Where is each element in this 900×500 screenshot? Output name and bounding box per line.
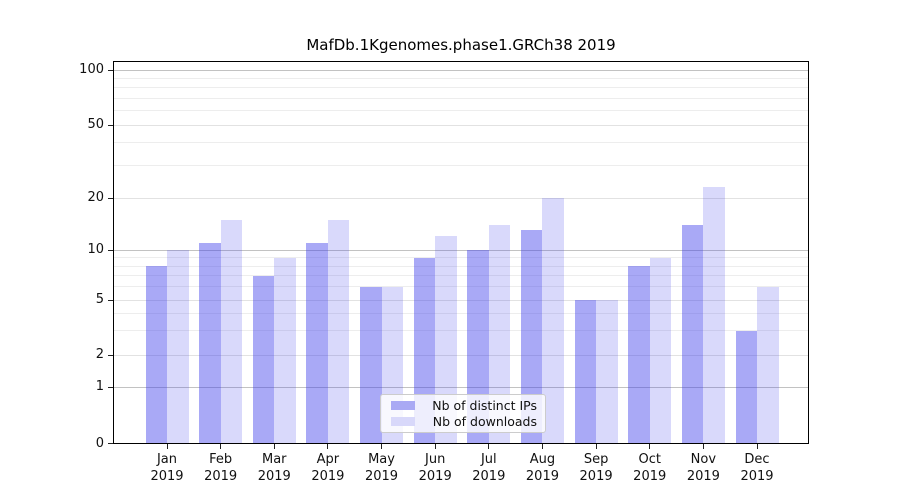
bar-ips-nov <box>681 224 704 444</box>
y-tick-label: 2 <box>95 347 104 362</box>
x-tick-mark <box>166 444 168 449</box>
y-tick-label: 50 <box>87 117 104 132</box>
x-tick-label: Apr 2019 <box>311 452 345 484</box>
y-tick-mark <box>108 197 113 199</box>
gridline-minor <box>113 124 809 126</box>
bar-downloads-jan <box>167 250 189 444</box>
gridline-minor <box>113 197 809 199</box>
legend-swatch-downloads <box>391 417 415 426</box>
y-tick-label: 5 <box>95 292 104 307</box>
bar-ips-dec <box>735 330 757 444</box>
bar-downloads-oct <box>649 257 672 444</box>
y-tick-mark <box>108 124 113 126</box>
x-tick-mark <box>381 444 383 449</box>
x-tick-mark <box>756 444 758 449</box>
legend-label-downloads: Nb of downloads <box>432 414 537 429</box>
x-tick-label: Jan 2019 <box>150 452 184 484</box>
bar-downloads-dec <box>757 286 779 444</box>
gridline-minor <box>113 87 809 89</box>
x-tick-mark <box>541 444 543 449</box>
y-tick-label: 10 <box>87 242 104 257</box>
y-tick-label: 100 <box>79 62 104 77</box>
gridline-minor <box>113 97 809 99</box>
gridline-minor <box>113 286 809 288</box>
bar-ips-oct <box>628 266 650 444</box>
bar-ips-aug <box>520 230 543 444</box>
x-tick-mark <box>702 444 704 449</box>
bar-downloads-mar <box>274 257 296 444</box>
chart-title: MafDb.1Kgenomes.phase1.GRCh38 2019 <box>306 36 616 54</box>
y-tick-mark <box>108 249 113 251</box>
bar-ips-jan <box>145 266 167 444</box>
bar-downloads-jul <box>488 224 511 444</box>
y-tick-mark <box>108 299 113 301</box>
gridline-minor <box>113 354 809 356</box>
y-tick-mark <box>108 69 113 71</box>
x-tick-label: Oct 2019 <box>633 452 667 484</box>
bar-downloads-aug <box>542 198 564 444</box>
bar-downloads-sep <box>596 300 618 444</box>
y-tick-mark <box>108 443 113 444</box>
gridline-major <box>113 69 809 71</box>
x-tick-mark <box>649 444 651 449</box>
gridline-minor <box>113 330 809 332</box>
x-tick-mark <box>273 444 275 449</box>
bar-downloads-feb <box>220 219 243 444</box>
bar-downloads-jun <box>435 236 457 444</box>
gridline-major <box>113 386 809 388</box>
gridline-minor <box>113 165 809 167</box>
gridline-minor <box>113 142 809 144</box>
x-tick-label: Jun 2019 <box>418 452 452 484</box>
legend-item-distinct-ips: Nb of distinct IPs <box>391 398 537 413</box>
bar-ips-apr <box>306 242 328 444</box>
gridline-minor <box>113 299 809 301</box>
x-tick-label: Jul 2019 <box>472 452 506 484</box>
gridline-minor <box>113 265 809 267</box>
bar-ips-feb <box>199 242 221 444</box>
gridline-major <box>113 249 809 251</box>
bar-downloads-apr <box>327 219 350 444</box>
y-tick-mark <box>108 386 113 388</box>
bar-ips-sep <box>574 300 597 444</box>
y-tick-label: 1 <box>95 379 104 394</box>
legend-label-distinct-ips: Nb of distinct IPs <box>432 398 537 413</box>
x-tick-mark <box>488 444 490 449</box>
y-tick-mark <box>108 354 113 356</box>
bar-downloads-nov <box>703 186 725 444</box>
x-tick-label: Dec 2019 <box>740 452 774 484</box>
legend-item-downloads: Nb of downloads <box>391 414 537 429</box>
gridline-minor <box>113 275 809 277</box>
bar-ips-may <box>360 286 382 444</box>
gridline-minor <box>113 110 809 112</box>
x-tick-mark <box>327 444 329 449</box>
x-tick-label: Aug 2019 <box>525 452 559 484</box>
x-tick-label: Sep 2019 <box>579 452 613 484</box>
x-tick-mark <box>220 444 222 449</box>
gridline-minor <box>113 77 809 79</box>
x-tick-label: Mar 2019 <box>257 452 291 484</box>
x-tick-label: Nov 2019 <box>686 452 720 484</box>
gridline-minor <box>113 257 809 259</box>
y-tick-label: 0 <box>95 435 104 451</box>
y-tick-label: 20 <box>87 190 104 205</box>
bar-ips-mar <box>252 275 275 444</box>
x-tick-mark <box>595 444 597 449</box>
x-tick-mark <box>434 444 436 449</box>
legend-swatch-distinct-ips <box>391 401 415 410</box>
x-tick-label: May 2019 <box>364 452 399 484</box>
x-tick-label: Feb 2019 <box>204 452 238 484</box>
legend: Nb of distinct IPs Nb of downloads <box>380 394 546 433</box>
gridline-minor <box>113 312 809 314</box>
